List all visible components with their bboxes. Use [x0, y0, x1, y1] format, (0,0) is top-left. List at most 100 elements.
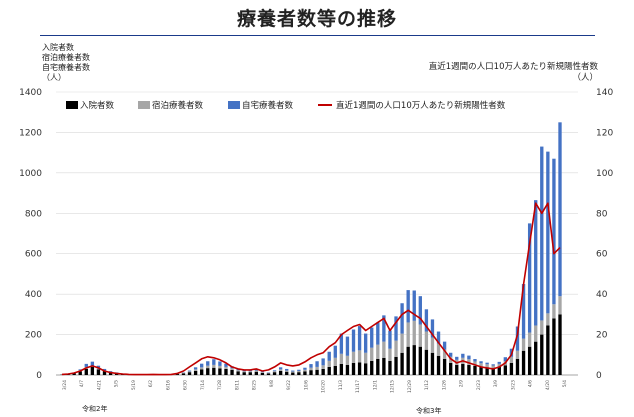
bar [297, 372, 301, 375]
bar [534, 200, 538, 326]
bar [309, 367, 313, 371]
bar [382, 315, 386, 342]
x-tick-label: 12/1 [372, 380, 378, 390]
bar [272, 371, 277, 373]
y-tick-label-right: 80 [596, 209, 608, 219]
bar [424, 349, 429, 375]
bar [400, 333, 404, 353]
bar [96, 368, 101, 370]
bar [291, 370, 295, 372]
legend-label: 宿泊療養者数 [152, 100, 204, 111]
left-axis-label-line: 入院者数 [42, 43, 74, 52]
y-tick-label-right: 20 [596, 331, 608, 341]
bar [297, 370, 301, 373]
bar [521, 338, 526, 351]
bar [351, 351, 356, 363]
bar [436, 355, 441, 375]
left-axis-label-line: （人） [42, 73, 66, 82]
bar [357, 326, 362, 351]
bar [363, 333, 368, 353]
bar [479, 363, 483, 367]
bar [455, 356, 459, 360]
bar [382, 341, 386, 358]
left-axis-label: 入院者数 宿泊療養者数 自宅療養者数 （人） [42, 43, 90, 83]
bar [473, 361, 477, 366]
legend-swatch [228, 101, 240, 109]
bar [321, 365, 325, 369]
bar [339, 353, 344, 364]
bar [303, 367, 307, 370]
bar [187, 372, 192, 375]
era-label-reiwa3: 令和3年 [416, 407, 442, 415]
bar [485, 367, 489, 375]
bar [108, 372, 113, 375]
bar [558, 122, 562, 297]
x-tick-label: 3/24 [62, 380, 68, 390]
bar [315, 361, 319, 367]
bar [193, 370, 198, 375]
bar [546, 325, 550, 375]
bar [370, 360, 374, 375]
x-tick-label: 6/30 [183, 380, 189, 390]
bar [412, 345, 416, 375]
x-tick-label: 1/26 [441, 380, 447, 390]
bar [515, 326, 520, 351]
x-tick-label: 10/20 [321, 380, 327, 393]
bar [455, 364, 459, 375]
bar [558, 314, 562, 375]
y-tick-label-left: 0 [36, 371, 42, 381]
bar [509, 362, 514, 375]
bar [84, 363, 88, 367]
bar [497, 363, 501, 367]
bar [345, 364, 350, 375]
bar [546, 313, 550, 326]
bar [291, 371, 295, 373]
bar [497, 361, 501, 364]
bar [236, 371, 240, 375]
bar [473, 359, 477, 362]
y-tick-label-left: 600 [25, 250, 42, 260]
bar [534, 325, 538, 342]
bar [266, 372, 271, 374]
x-tick-label: 4/7 [79, 380, 85, 387]
x-tick-label: 9/22 [286, 380, 292, 390]
bar [485, 362, 489, 365]
bar [266, 373, 271, 375]
bar [339, 363, 344, 375]
bar [248, 370, 252, 372]
bar [442, 358, 447, 375]
bar [424, 309, 429, 332]
bar [430, 319, 435, 338]
bar [351, 329, 356, 352]
bar [285, 368, 289, 371]
bar [412, 320, 416, 346]
bar [200, 363, 204, 368]
x-tick-label: 7/14 [200, 380, 206, 390]
bar [212, 367, 216, 375]
bar [248, 372, 252, 375]
bar [479, 361, 483, 364]
bar [224, 363, 228, 367]
bar [315, 366, 319, 370]
bar [96, 369, 101, 375]
bar [309, 370, 313, 375]
bar [558, 296, 562, 315]
bar [339, 333, 344, 354]
bar [406, 346, 410, 375]
line-series [61, 202, 561, 376]
bar [236, 370, 240, 372]
y-tick-label-right: 140 [596, 88, 613, 98]
y-tick-label-left: 1000 [19, 169, 42, 179]
bar [400, 352, 404, 375]
bar [388, 330, 392, 349]
bar [327, 351, 331, 361]
bar [200, 367, 204, 370]
bar [175, 373, 180, 375]
bar [278, 369, 283, 371]
bar [497, 366, 501, 375]
x-tick-label: 6/2 [148, 380, 154, 387]
legend-swatch [138, 101, 150, 109]
bar [193, 367, 198, 370]
x-tick-label: 10/6 [303, 380, 309, 390]
